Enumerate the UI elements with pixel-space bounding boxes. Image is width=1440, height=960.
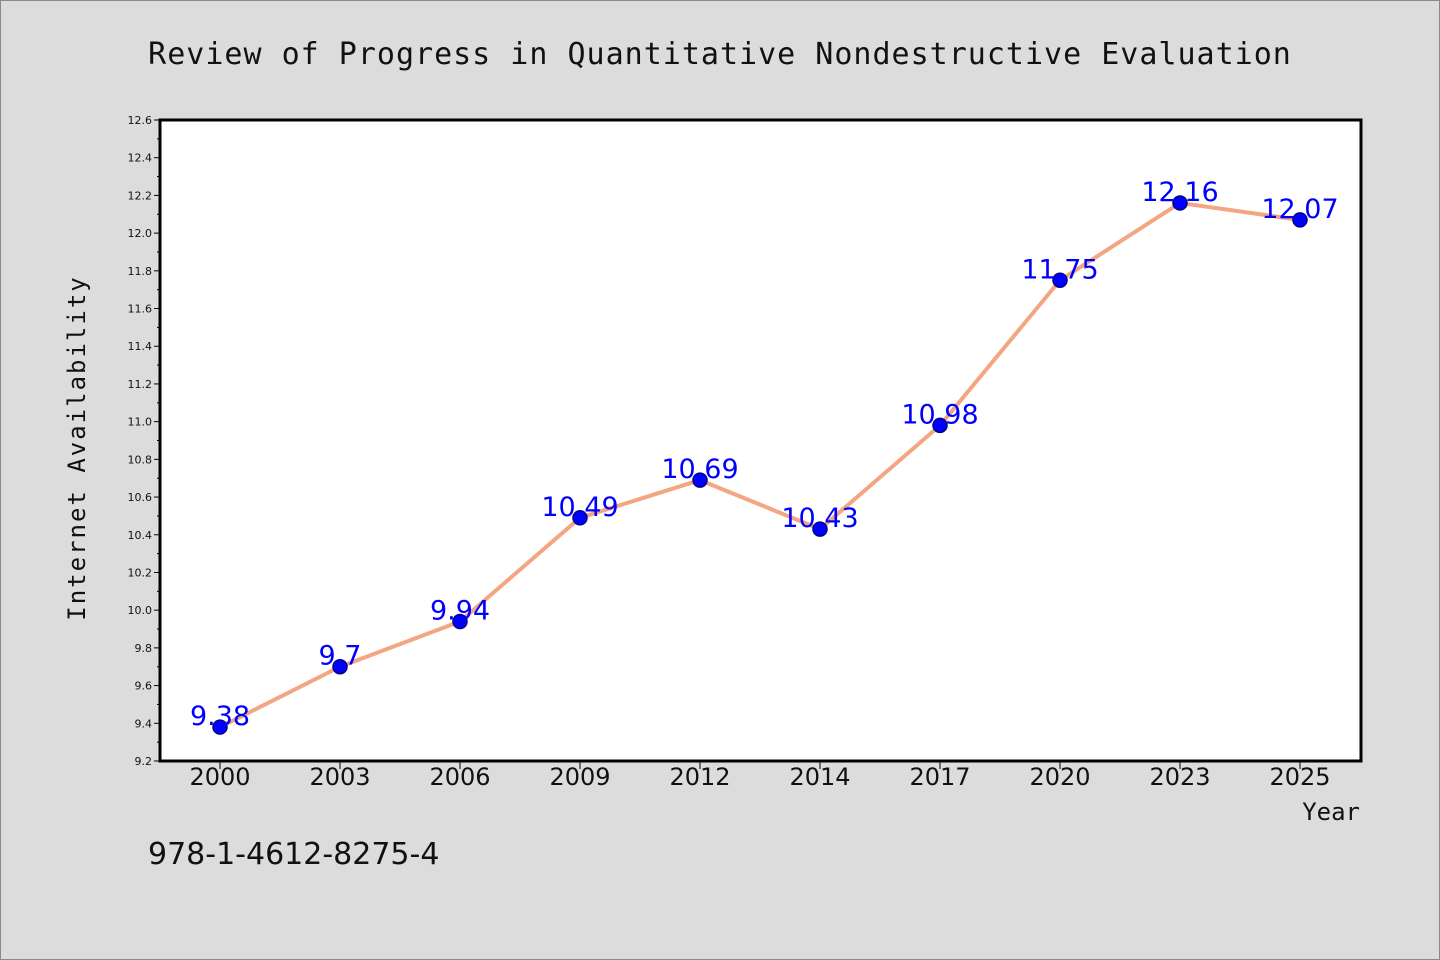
y-tick-label: 12.2 xyxy=(128,189,153,202)
series-line xyxy=(218,200,1302,730)
y-tick-label: 10.8 xyxy=(128,453,153,466)
x-tick-label: 2014 xyxy=(789,763,850,791)
data-label: 10.43 xyxy=(781,503,858,534)
x-tick-label: 2006 xyxy=(429,763,490,791)
x-tick-label: 2025 xyxy=(1269,763,1330,791)
data-point xyxy=(1052,272,1068,288)
data-label: 9.38 xyxy=(190,701,250,732)
y-tick-label: 10.0 xyxy=(128,604,153,617)
x-axis-label: Year xyxy=(1302,798,1360,826)
data-point xyxy=(572,510,588,526)
data-label: 12.07 xyxy=(1261,194,1338,225)
data-label: 11.75 xyxy=(1021,254,1098,285)
markers-group xyxy=(212,195,1308,735)
x-tick-label: 2020 xyxy=(1029,763,1090,791)
data-point xyxy=(1292,212,1308,228)
data-label: 9.94 xyxy=(430,595,490,626)
x-tick-label: 2003 xyxy=(309,763,370,791)
data-point xyxy=(812,521,828,537)
data-label: 10.69 xyxy=(661,454,738,485)
series-line-group xyxy=(218,200,1302,730)
data-point xyxy=(932,417,948,434)
y-tick-label: 12.0 xyxy=(128,227,153,240)
x-axis: 2000 2003 2006 2009 2012 2014 2017 2020 2023 2025 xyxy=(189,761,1331,791)
y-tick-label: 9.4 xyxy=(135,717,153,730)
x-tick-label: 2017 xyxy=(909,763,970,791)
data-point xyxy=(332,658,348,675)
data-labels-group: 9.38 9.7 9.94 10.49 10.69 10.43 10.98 11.75 12.1… xyxy=(190,177,1339,732)
x-tick-label: 2000 xyxy=(189,763,250,791)
x-tick-label: 2023 xyxy=(1149,763,1210,791)
data-point xyxy=(212,719,228,735)
y-tick-label: 11.0 xyxy=(128,416,153,429)
y-tick-label: 11.6 xyxy=(128,303,153,316)
y-tick-label: 11.8 xyxy=(128,265,153,278)
chart-title: Review of Progress in Quantitative Nonde… xyxy=(148,37,1292,72)
data-point xyxy=(692,472,708,488)
y-tick-label: 12.4 xyxy=(128,152,153,165)
y-tick-label: 10.4 xyxy=(128,529,153,542)
y-tick-label: 9.8 xyxy=(135,642,153,655)
y-axis-label: Internet Availability xyxy=(63,275,91,620)
y-tick-label: 12.6 xyxy=(128,114,153,127)
y-tick-label: 11.2 xyxy=(128,378,153,391)
y-tick-label: 11.4 xyxy=(128,340,153,353)
y-tick-label: 10.6 xyxy=(128,491,153,504)
x-tick-label: 2012 xyxy=(669,763,730,791)
y-tick-label: 9.6 xyxy=(135,680,153,693)
data-point xyxy=(1172,195,1188,211)
y-tick-label: 10.2 xyxy=(128,566,153,579)
isbn-annotation: 978-1-4612-8275-4 xyxy=(148,837,439,872)
y-axis: 9.2 9.4 9.6 9.8 10.0 10.2 10.4 10.6 10.8 11.0 11.2… xyxy=(128,114,160,768)
x-tick-label: 2009 xyxy=(549,763,610,791)
data-label: 10.49 xyxy=(541,492,618,523)
data-point xyxy=(452,613,468,630)
plot-area xyxy=(158,118,1363,763)
data-label: 12.16 xyxy=(1141,177,1218,208)
data-label: 9.7 xyxy=(319,641,362,672)
y-tick-label: 9.2 xyxy=(135,755,153,768)
data-label: 10.98 xyxy=(901,399,978,430)
